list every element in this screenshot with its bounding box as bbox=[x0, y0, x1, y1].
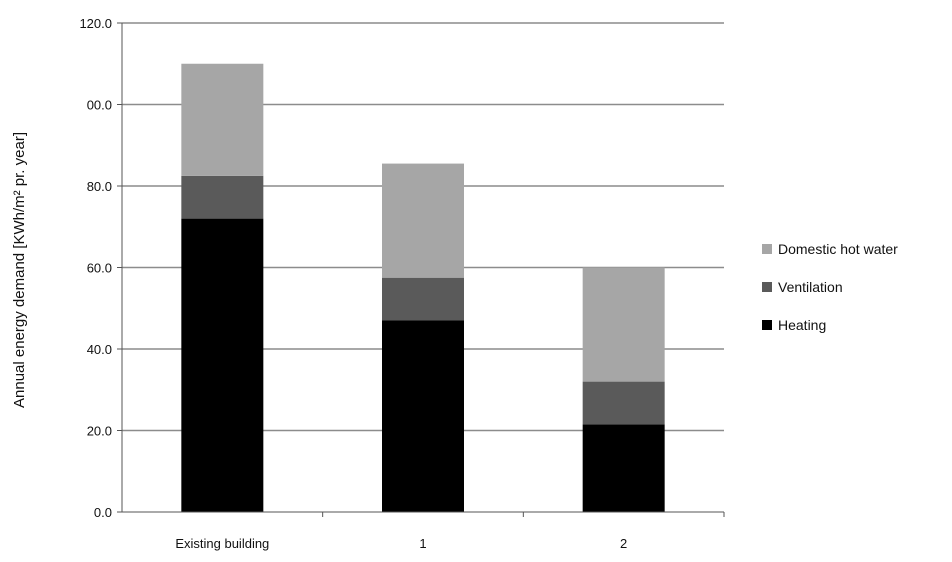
y-axis-label: Annual energy demand [KWh/m² pr. year] bbox=[11, 132, 28, 408]
legend-label: Ventilation bbox=[778, 279, 843, 295]
legend-swatch bbox=[762, 244, 772, 254]
legend-swatch bbox=[762, 320, 772, 330]
y-tick-label: 120.0 bbox=[79, 16, 112, 31]
bar-segment-heating bbox=[181, 218, 264, 512]
bar-segment-ventilation bbox=[382, 277, 464, 321]
bars bbox=[181, 63, 665, 512]
y-tick-label: 80.0 bbox=[87, 179, 112, 194]
legend-swatch bbox=[762, 282, 772, 292]
x-tick-label: 1 bbox=[419, 536, 426, 551]
legend-label: Domestic hot water bbox=[778, 241, 898, 257]
x-tick-label: Existing building bbox=[175, 536, 269, 551]
legend: Domestic hot water Ventilation Heating bbox=[762, 241, 898, 333]
y-tick-label: 0.0 bbox=[94, 505, 112, 520]
axes: 0.0 20.0 40.0 60.0 80.0 00.0 120.0 Existing bui… bbox=[79, 16, 725, 551]
bar-segment-heating bbox=[382, 320, 464, 512]
legend-label: Heating bbox=[778, 317, 826, 333]
y-tick-label: 00.0 bbox=[87, 98, 112, 113]
bar-segment-domestic-hot-water bbox=[181, 63, 264, 176]
y-tick-label: 40.0 bbox=[87, 342, 112, 357]
y-tick-label: 20.0 bbox=[87, 424, 112, 439]
axis-labels: Annual energy demand [KWh/m² pr. year] bbox=[11, 132, 28, 408]
bar-segment-ventilation bbox=[582, 381, 665, 425]
bar-segment-heating bbox=[582, 424, 665, 512]
bar-segment-domestic-hot-water bbox=[582, 267, 665, 382]
x-tick-label: 2 bbox=[620, 536, 627, 551]
y-tick-label: 60.0 bbox=[87, 261, 112, 276]
bar-segment-ventilation bbox=[181, 175, 264, 219]
bar-segment-domestic-hot-water bbox=[382, 163, 464, 278]
